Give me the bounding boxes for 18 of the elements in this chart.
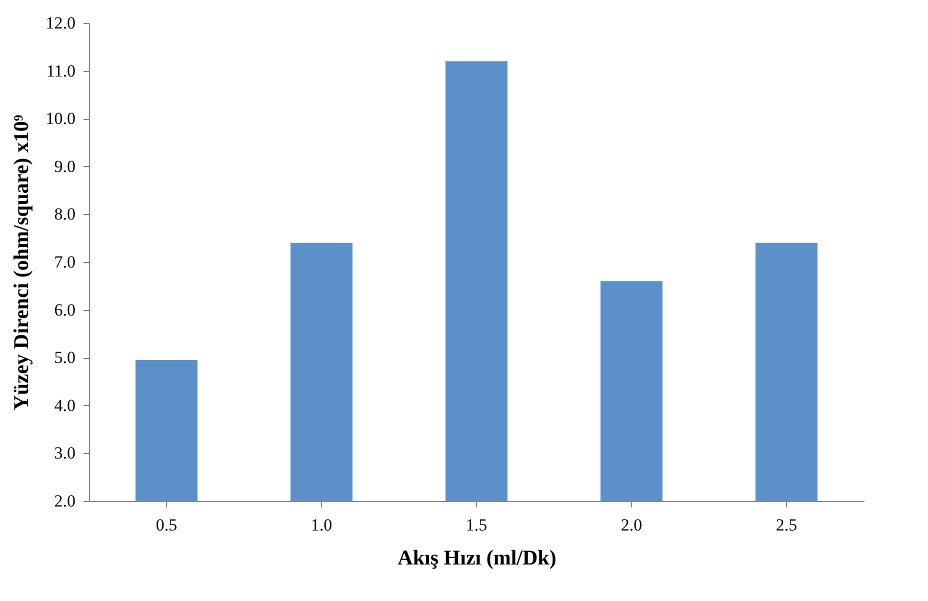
- y-axis-title: Yüzey Direnci (ohm/square) x10⁹: [8, 114, 33, 410]
- x-tick-label: 1.5: [466, 516, 488, 534]
- y-tick-label: 10.0: [46, 109, 76, 128]
- x-axis-title: Akış Hızı (ml/Dk): [398, 546, 556, 570]
- y-tick-label: 3.0: [54, 444, 76, 463]
- x-tick-label: 0.5: [156, 516, 178, 534]
- y-tick-label: 7.0: [54, 252, 76, 272]
- y-tick-label: 9.0: [54, 156, 76, 176]
- y-tick-label: 6.0: [54, 300, 76, 320]
- x-tick-label: 2.0: [620, 516, 642, 534]
- x-tick-label: 1.0: [310, 516, 332, 534]
- y-tick-label: 5.0: [54, 348, 76, 368]
- y-tick-label: 11.0: [46, 61, 76, 80]
- x-tick-label: 2.5: [776, 516, 798, 534]
- y-tick-label: 8.0: [54, 204, 76, 224]
- y-tick-label: 4.0: [54, 396, 76, 415]
- y-tick-label: 12.0: [46, 14, 76, 32]
- y-tick-label: 2.0: [54, 492, 76, 510]
